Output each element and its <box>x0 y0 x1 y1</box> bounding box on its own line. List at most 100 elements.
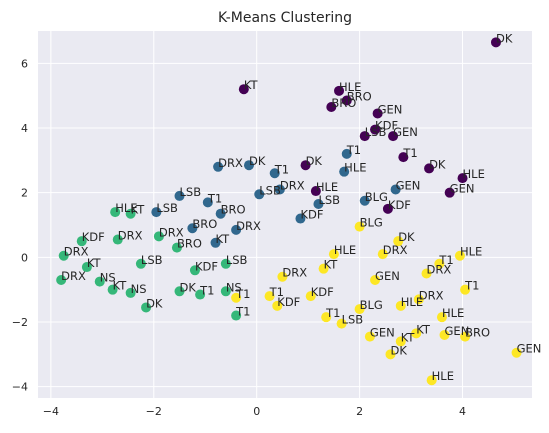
point-label: BRO <box>347 90 372 104</box>
point-label: HLE <box>460 245 482 259</box>
data-point-cluster-0 <box>444 187 455 198</box>
data-point-cluster-3 <box>421 268 432 279</box>
point-label: T1 <box>464 279 479 293</box>
point-label: DRX <box>280 178 305 192</box>
data-point-cluster-0 <box>388 131 399 142</box>
data-point-cluster-1 <box>254 189 265 200</box>
point-label: DK <box>180 280 197 294</box>
data-point-cluster-0 <box>326 101 337 112</box>
data-point-cluster-1 <box>243 160 254 171</box>
y-axis-ticks: −4 −2 0 2 4 6 <box>12 57 28 393</box>
data-point-cluster-2 <box>94 276 105 287</box>
point-label: NS <box>100 271 116 285</box>
y-tick-label: −2 <box>12 316 28 329</box>
data-point-cluster-2 <box>174 286 185 297</box>
data-point-cluster-2 <box>76 236 87 247</box>
data-point-cluster-3 <box>460 331 471 342</box>
point-label: GEN <box>396 178 421 192</box>
point-label: BRO <box>192 217 217 231</box>
data-point-cluster-1 <box>341 148 352 159</box>
data-point-cluster-3 <box>305 291 316 302</box>
data-point-cluster-3 <box>328 249 339 260</box>
data-point-cluster-2 <box>171 242 182 253</box>
point-label: T1 <box>346 143 361 157</box>
y-tick-label: 6 <box>21 57 28 70</box>
data-point-cluster-2 <box>153 231 164 242</box>
data-point-cluster-3 <box>336 318 347 329</box>
point-label: KDF <box>195 259 218 273</box>
point-label: DRX <box>383 243 408 257</box>
point-label: DRX <box>236 219 261 233</box>
point-label: GEN <box>517 342 542 356</box>
x-tick-label: 0 <box>253 405 260 418</box>
point-label: T1 <box>269 285 284 299</box>
data-point-cluster-1 <box>295 213 306 224</box>
point-label: DK <box>496 31 513 45</box>
point-label: KT <box>216 232 231 246</box>
point-label: BRO <box>465 326 490 340</box>
data-point-cluster-1 <box>359 195 370 206</box>
point-label: HLE <box>432 369 454 383</box>
plot-area <box>38 31 532 398</box>
data-point-cluster-0 <box>359 131 370 142</box>
data-point-cluster-3 <box>264 291 275 302</box>
data-point-cluster-3 <box>377 249 388 260</box>
data-point-cluster-3 <box>272 300 283 311</box>
point-label: LSB <box>141 253 163 267</box>
point-label: KDF <box>300 208 323 222</box>
point-label: GEN <box>370 326 395 340</box>
point-label: DRX <box>218 156 243 170</box>
point-label: KT <box>87 256 102 270</box>
data-point-cluster-1 <box>274 184 285 195</box>
point-label: GEN <box>378 102 403 116</box>
x-tick-label: 2 <box>356 405 363 418</box>
data-point-cluster-2 <box>56 274 67 285</box>
point-label: KT <box>131 203 146 217</box>
data-point-cluster-2 <box>195 289 206 300</box>
point-label: T1 <box>235 287 250 301</box>
point-label: GEN <box>445 324 470 338</box>
point-label: HLE <box>442 306 464 320</box>
chart-title: K-Means Clustering <box>218 10 352 26</box>
data-point-cluster-1 <box>210 237 221 248</box>
data-point-cluster-3 <box>511 347 522 358</box>
point-label: HLE <box>463 167 485 181</box>
point-label: DRX <box>64 245 89 259</box>
x-tick-label: 4 <box>459 405 466 418</box>
point-label: BRO <box>221 203 246 217</box>
point-label: DK <box>398 230 415 244</box>
point-label: HLE <box>115 201 137 215</box>
point-label: BRO <box>177 237 202 251</box>
point-label: LSB <box>318 193 340 207</box>
data-point-cluster-2 <box>110 207 121 218</box>
data-point-cluster-3 <box>364 331 375 342</box>
y-tick-label: 2 <box>21 187 28 200</box>
point-label: T1 <box>325 306 340 320</box>
data-point-cluster-2 <box>231 310 242 321</box>
point-label: T1 <box>438 253 453 267</box>
data-point-cluster-3 <box>393 236 404 247</box>
data-point-cluster-3 <box>460 284 471 295</box>
point-label: GEN <box>450 182 475 196</box>
point-label: KT <box>244 78 259 92</box>
point-label: HLE <box>339 80 361 94</box>
point-label: T1 <box>235 305 250 319</box>
data-point-cluster-3 <box>395 336 406 347</box>
data-point-cluster-2 <box>141 302 152 313</box>
data-point-cluster-0 <box>341 95 352 106</box>
x-tick-label: −4 <box>43 405 59 418</box>
y-tick-label: 4 <box>21 122 28 135</box>
data-point-cluster-0 <box>382 203 393 214</box>
data-point-cluster-3 <box>426 375 437 386</box>
point-label: BLG <box>360 216 383 230</box>
point-label: HLE <box>344 161 366 175</box>
data-point-cluster-3 <box>434 258 445 269</box>
point-label: KT <box>416 322 431 336</box>
data-point-cluster-2 <box>81 262 92 273</box>
data-point-cluster-0 <box>372 108 383 119</box>
point-label: LSB <box>259 183 281 197</box>
data-point-cluster-1 <box>213 161 224 172</box>
point-label: HLE <box>401 295 423 309</box>
